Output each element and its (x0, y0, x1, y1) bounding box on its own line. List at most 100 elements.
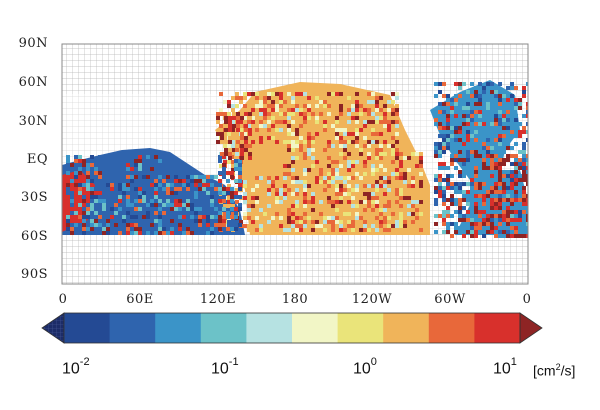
data-pixel (234, 163, 238, 167)
data-pixel (438, 162, 442, 166)
data-pixel (178, 227, 182, 231)
data-pixel (466, 126, 470, 130)
data-pixel (331, 124, 335, 128)
data-pixel (231, 96, 235, 100)
data-pixel (522, 226, 526, 230)
data-pixel (244, 144, 248, 148)
data-pixel (434, 230, 438, 234)
data-pixel (355, 112, 359, 116)
data-pixel (243, 96, 247, 100)
data-pixel (234, 167, 238, 171)
data-pixel (222, 187, 226, 191)
data-pixel (498, 190, 502, 194)
data-pixel (134, 175, 138, 179)
data-pixel (498, 206, 502, 210)
data-pixel (311, 208, 315, 212)
data-pixel (331, 220, 335, 224)
data-pixel (506, 174, 510, 178)
data-pixel (251, 140, 255, 144)
data-pixel (470, 102, 474, 106)
data-pixel (194, 223, 198, 227)
data-pixel (251, 192, 255, 196)
data-pixel (70, 211, 74, 215)
data-pixel (251, 196, 255, 200)
data-pixel (363, 120, 367, 124)
data-pixel (494, 122, 498, 126)
data-pixel (114, 207, 118, 211)
data-pixel (291, 148, 295, 152)
data-pixel (434, 114, 438, 118)
data-pixel (210, 203, 214, 207)
data-pixel (259, 228, 263, 232)
data-pixel (454, 182, 458, 186)
data-pixel (478, 122, 482, 126)
data-pixel (178, 231, 182, 235)
data-pixel (466, 142, 470, 146)
data-pixel (458, 226, 462, 230)
data-pixel (498, 158, 502, 162)
data-pixel (271, 92, 275, 96)
data-pixel (158, 207, 162, 211)
data-pixel (434, 142, 438, 146)
data-pixel (214, 187, 218, 191)
data-pixel (186, 199, 190, 203)
data-pixel (303, 172, 307, 176)
data-pixel (130, 175, 134, 179)
data-pixel (303, 92, 307, 96)
data-pixel (522, 90, 526, 94)
data-pixel (82, 223, 86, 227)
data-pixel (458, 150, 462, 154)
data-pixel (375, 156, 379, 160)
data-pixel (403, 220, 407, 224)
data-pixel (446, 174, 450, 178)
data-pixel (319, 212, 323, 216)
data-pixel (287, 108, 291, 112)
data-pixel (395, 200, 399, 204)
data-pixel (323, 204, 327, 208)
data-pixel (375, 228, 379, 232)
data-pixel (466, 134, 470, 138)
data-pixel (371, 128, 375, 132)
data-pixel (395, 132, 399, 136)
data-pixel (319, 200, 323, 204)
data-pixel (315, 120, 319, 124)
data-pixel (110, 183, 114, 187)
data-pixel (446, 98, 450, 102)
data-pixel (494, 118, 498, 122)
data-pixel (319, 168, 323, 172)
data-pixel (307, 200, 311, 204)
data-pixel (247, 120, 251, 124)
data-pixel (502, 94, 506, 98)
data-pixel (403, 184, 407, 188)
data-pixel (335, 220, 339, 224)
data-pixel (363, 124, 367, 128)
data-pixel (470, 222, 474, 226)
data-pixel (522, 202, 526, 206)
data-pixel (510, 86, 514, 90)
data-pixel (267, 188, 271, 192)
data-pixel (315, 220, 319, 224)
data-pixel (454, 158, 458, 162)
data-pixel (522, 190, 526, 194)
data-pixel (466, 194, 470, 198)
data-pixel (446, 118, 450, 122)
data-pixel (510, 210, 514, 214)
data-pixel (363, 164, 367, 168)
data-pixel (279, 104, 283, 108)
data-pixel (363, 184, 367, 188)
data-pixel (367, 156, 371, 160)
data-pixel (150, 223, 154, 227)
data-pixel (154, 187, 158, 191)
data-pixel (230, 187, 234, 191)
data-pixel (482, 166, 486, 170)
data-pixel (275, 92, 279, 96)
data-pixel (466, 114, 470, 118)
colorbar-tick-1e1: 101 (493, 356, 517, 378)
data-pixel (230, 215, 234, 219)
data-pixel (498, 142, 502, 146)
data-pixel (90, 195, 94, 199)
data-pixel (351, 204, 355, 208)
data-pixel (518, 166, 522, 170)
data-pixel (343, 188, 347, 192)
